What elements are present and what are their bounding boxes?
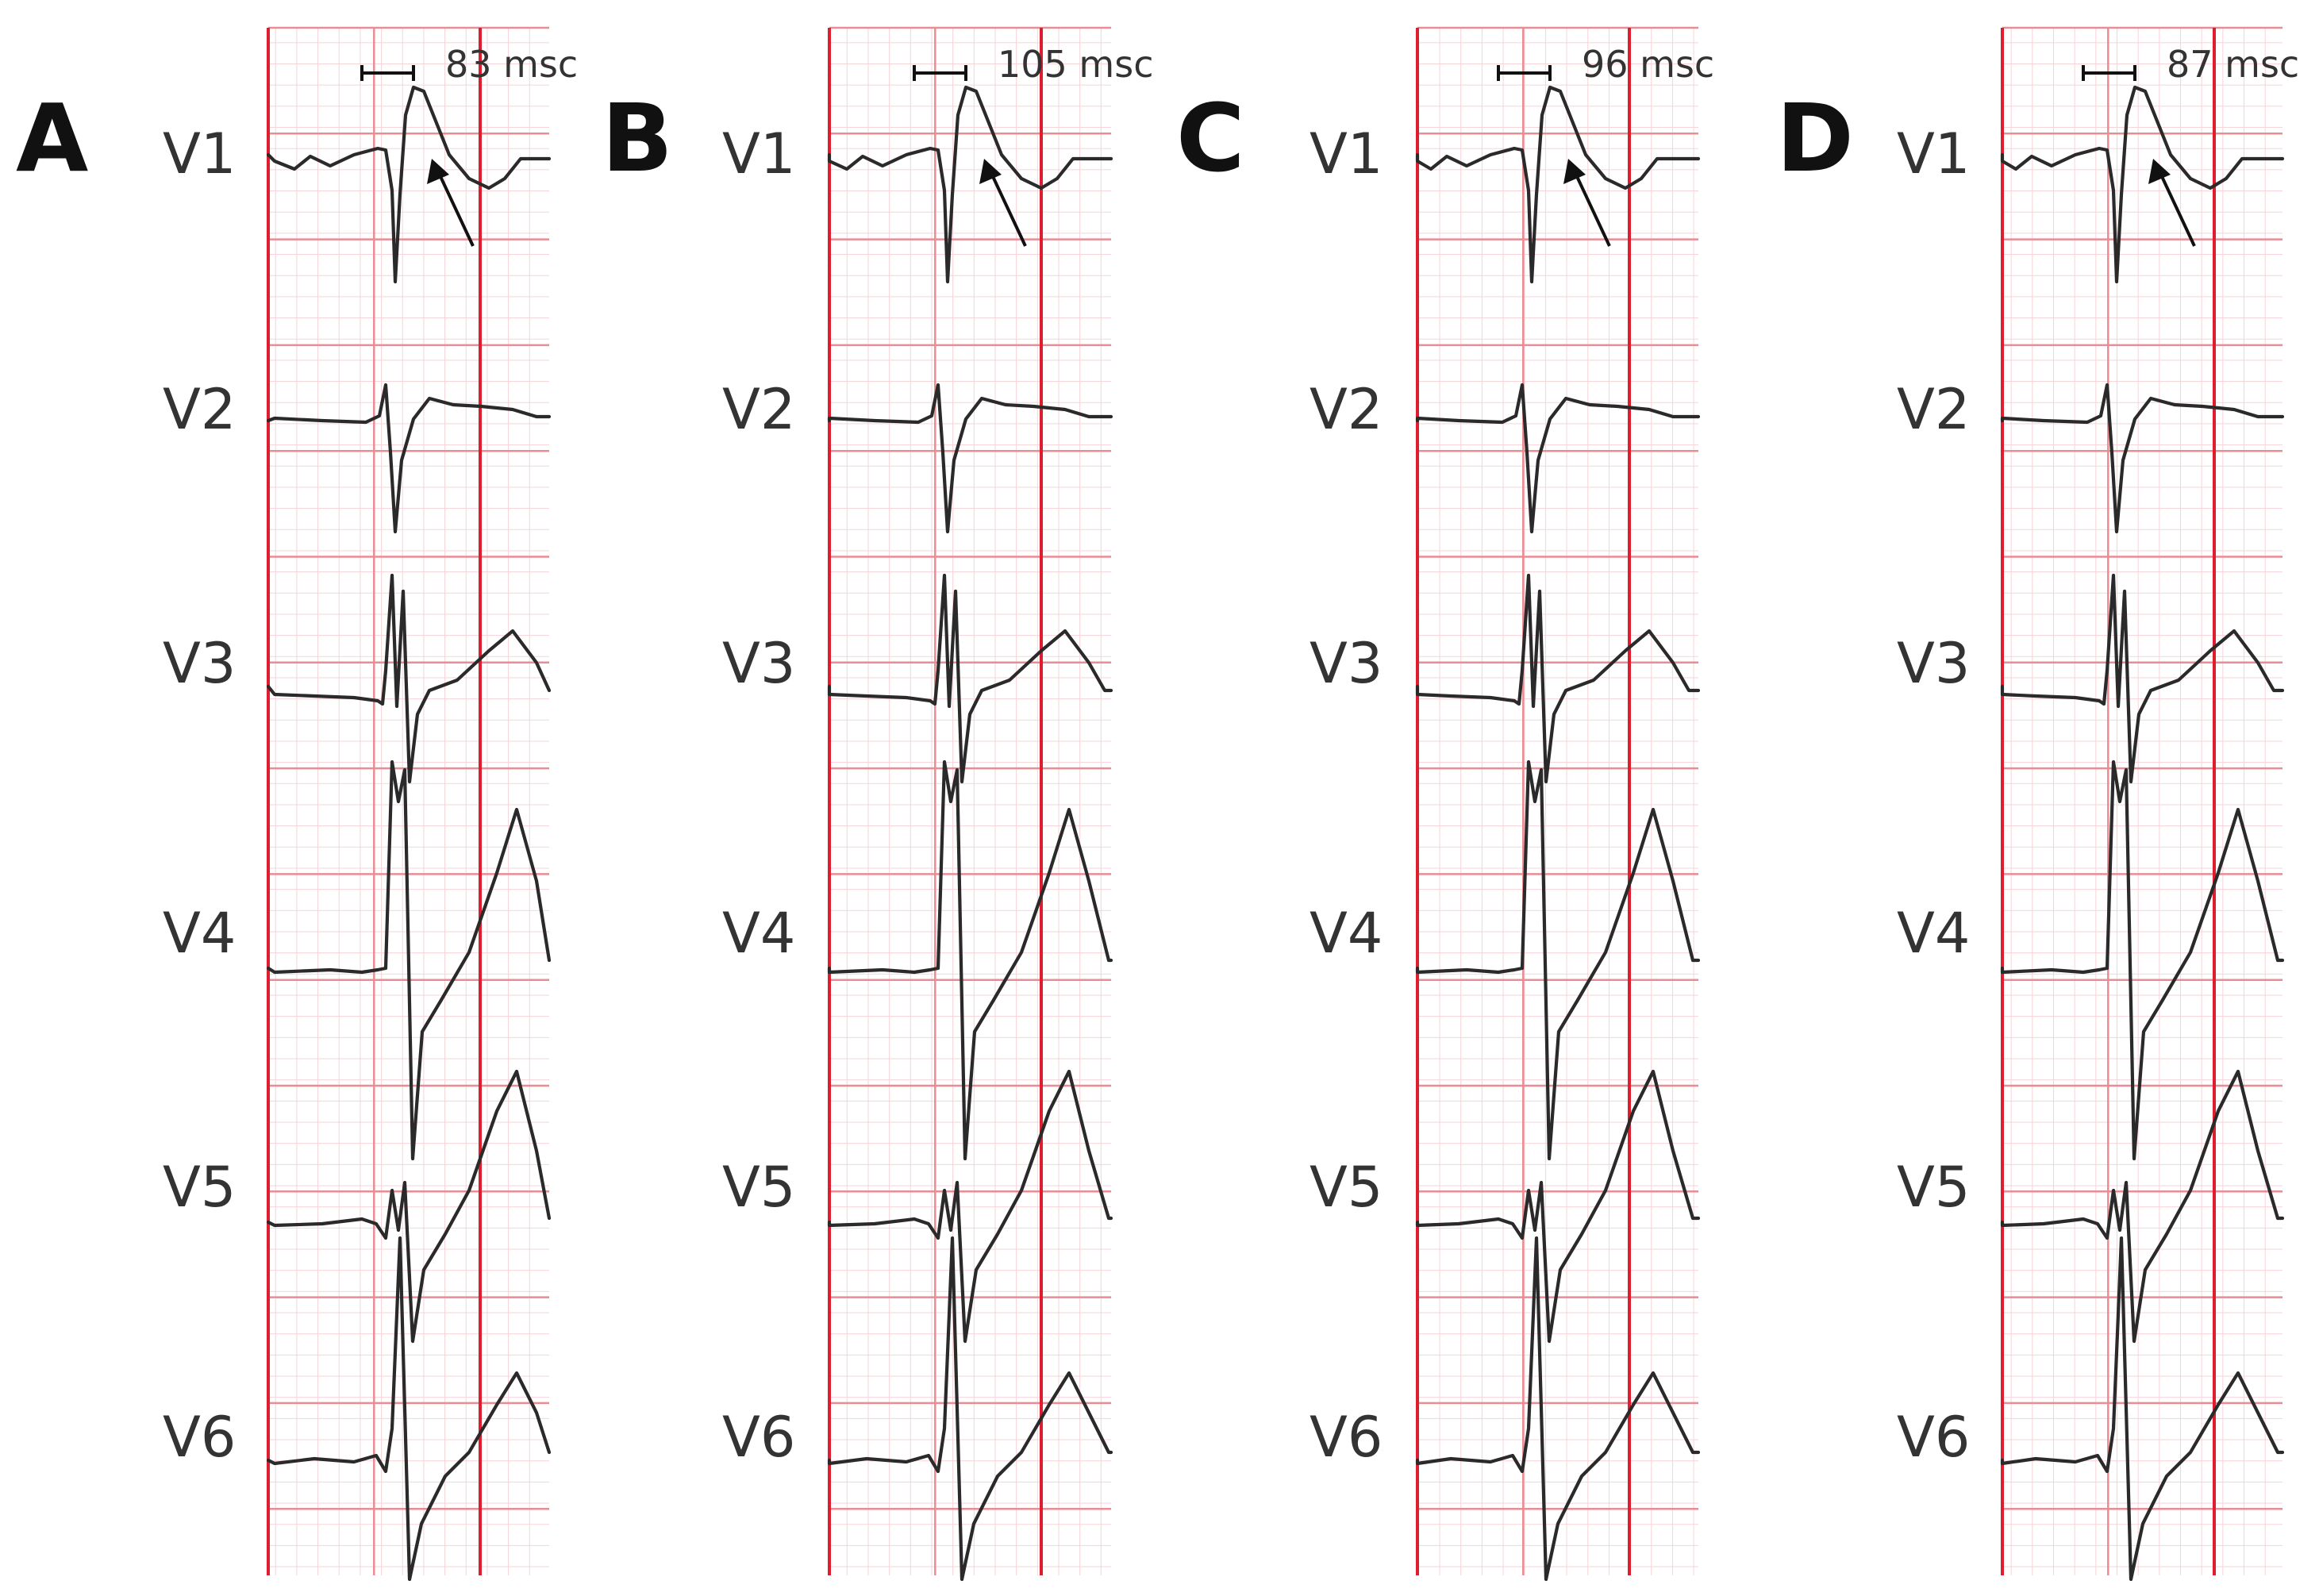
qrs-caliper xyxy=(360,65,415,81)
notch-arrow-head xyxy=(979,159,1002,184)
notch-arrow xyxy=(1573,171,1611,247)
lead-label-v3: V3 xyxy=(163,631,236,696)
lead-label-v3: V3 xyxy=(1309,631,1383,696)
notch-arrow xyxy=(2158,171,2196,247)
lead-label-v4: V4 xyxy=(1309,901,1383,966)
qrs-caliper xyxy=(2082,65,2136,81)
qrs-duration-label: 105 msc xyxy=(998,43,1154,86)
panel-letter: C xyxy=(1176,83,1245,193)
ecg-trace-v6 xyxy=(1415,1236,1701,1582)
ecg-trace-v2 xyxy=(827,383,1113,534)
ecg-trace-v4 xyxy=(1415,760,1701,1161)
lead-label-v4: V4 xyxy=(722,901,795,966)
ecg-grid-minor xyxy=(268,28,549,1575)
lead-label-v4: V4 xyxy=(1897,901,1970,966)
ecg-trace-v6 xyxy=(266,1236,552,1582)
qrs-duration-label: 87 msc xyxy=(2167,43,2299,86)
lead-label-v2: V2 xyxy=(722,377,795,442)
panel-letter: B xyxy=(602,83,673,193)
notch-arrow xyxy=(989,171,1027,247)
ecg-grid-minor xyxy=(1417,28,1698,1575)
notch-arrow-head xyxy=(1563,159,1586,184)
ecg-trace-v1 xyxy=(2000,85,2285,284)
lead-label-v5: V5 xyxy=(1897,1155,1970,1220)
qrs-duration-label: 96 msc xyxy=(1582,43,1714,86)
ecg-trace-v5 xyxy=(827,1069,1113,1344)
ecg-trace-v3 xyxy=(2000,573,2285,784)
panel-letter: A xyxy=(16,83,88,193)
ecg-trace-v4 xyxy=(266,760,552,1161)
ecg-trace-v4 xyxy=(2000,760,2285,1161)
ecg-panel-d: D V1 V2 V3 V4 V5 V6 87 msc xyxy=(1776,26,2299,1582)
lead-label-v2: V2 xyxy=(1309,377,1383,442)
notch-arrow-head xyxy=(427,159,449,184)
lead-label-v4: V4 xyxy=(163,901,236,966)
ecg-trace-v4 xyxy=(827,760,1113,1161)
ecg-trace-v3 xyxy=(266,573,552,784)
lead-label-v6: V6 xyxy=(1309,1405,1383,1470)
qrs-caliper xyxy=(1497,65,1552,81)
lead-label-v3: V3 xyxy=(722,631,795,696)
qrs-caliper xyxy=(913,65,967,81)
lead-label-v6: V6 xyxy=(722,1405,795,1470)
lead-label-v1: V1 xyxy=(163,121,236,187)
lead-label-v1: V1 xyxy=(1309,121,1383,187)
ecg-trace-v5 xyxy=(266,1069,552,1344)
ecg-trace-v1 xyxy=(827,85,1113,284)
lead-label-v6: V6 xyxy=(1897,1405,1970,1470)
ecg-trace-v5 xyxy=(2000,1069,2285,1344)
ecg-panel-a: A V1 V2 V3 V4 V5 V6 83 msc xyxy=(16,26,578,1582)
notch-arrow xyxy=(436,171,475,247)
lead-label-v2: V2 xyxy=(1897,377,1970,442)
lead-label-v2: V2 xyxy=(163,377,236,442)
lead-label-v1: V1 xyxy=(722,121,795,187)
ecg-panel-b: B V1 V2 V3 V4 V5 V6 105 msc xyxy=(602,26,1154,1582)
lead-label-v5: V5 xyxy=(722,1155,795,1220)
lead-label-v3: V3 xyxy=(1897,631,1970,696)
ecg-trace-v5 xyxy=(1415,1069,1701,1344)
ecg-trace-v2 xyxy=(1415,383,1701,534)
notch-arrow-head xyxy=(2148,159,2171,184)
lead-label-v1: V1 xyxy=(1897,121,1970,187)
lead-label-v5: V5 xyxy=(163,1155,236,1220)
ecg-panel-c: C V1 V2 V3 V4 V5 V6 96 msc xyxy=(1176,26,1714,1582)
ecg-trace-v1 xyxy=(1415,85,1701,284)
ecg-trace-v2 xyxy=(2000,383,2285,534)
ecg-trace-v3 xyxy=(1415,573,1701,784)
ecg-trace-v6 xyxy=(2000,1236,2285,1582)
qrs-duration-label: 83 msc xyxy=(445,43,578,86)
panel-letter: D xyxy=(1776,83,1854,193)
ecg-trace-v1 xyxy=(266,85,552,284)
ecg-grid-minor xyxy=(829,28,1111,1575)
ecg-trace-v6 xyxy=(827,1236,1113,1582)
lead-label-v6: V6 xyxy=(163,1405,236,1470)
ecg-grid-minor xyxy=(2002,28,2282,1575)
ecg-trace-v2 xyxy=(266,383,552,534)
ecg-trace-v3 xyxy=(827,573,1113,784)
lead-label-v5: V5 xyxy=(1309,1155,1383,1220)
